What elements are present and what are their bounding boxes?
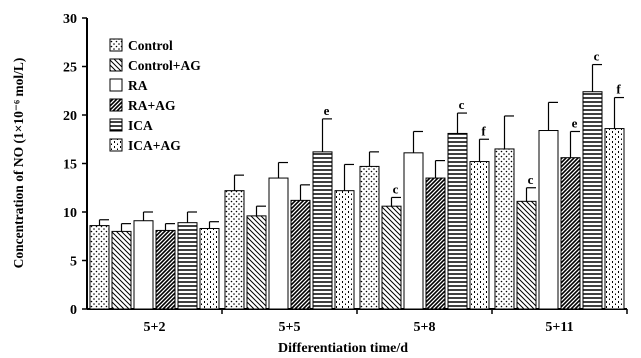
bar	[200, 228, 219, 309]
y-tick-label: 30	[63, 12, 77, 27]
bar	[335, 191, 354, 309]
significance-label: e	[324, 103, 330, 118]
bar	[313, 152, 332, 309]
bar	[291, 200, 310, 309]
bar	[448, 133, 467, 309]
bar	[134, 221, 153, 309]
y-tick-label: 0	[70, 303, 77, 318]
bar	[539, 131, 558, 309]
bar	[90, 226, 109, 309]
significance-label: c	[459, 97, 465, 112]
significance-label: e	[572, 115, 578, 130]
legend: Control Control+AG RA RA+AG ICA ICA+AG	[110, 38, 201, 153]
x-axis-title: Differentiation time/d	[278, 341, 408, 356]
bars: e c c f c e c f	[90, 49, 624, 309]
x-tick-label: 5+2	[144, 320, 166, 335]
y-axis-title: Concentration of NO (1×10⁻⁶ mol/L)	[11, 58, 26, 269]
bar	[156, 230, 175, 309]
y-tick-label: 5	[70, 255, 77, 270]
bar	[605, 129, 624, 309]
x-ticks: 5+2 5+5 5+8 5+11	[144, 309, 627, 335]
legend-label: Control+AG	[128, 58, 201, 73]
bar	[583, 92, 602, 309]
legend-label: ICA+AG	[128, 138, 181, 153]
x-tick-label: 5+5	[279, 320, 301, 335]
legend-label: ICA	[128, 118, 153, 133]
y-tick-label: 25	[63, 61, 77, 76]
bar	[495, 149, 514, 309]
bar	[561, 158, 580, 309]
significance-label: f	[616, 82, 621, 97]
bar	[178, 223, 197, 309]
legend-swatch	[110, 99, 122, 111]
x-tick-label: 5+8	[414, 320, 436, 335]
y-tick-label: 15	[63, 158, 77, 173]
significance-label: c	[528, 172, 534, 187]
bar	[112, 231, 131, 309]
bar	[517, 201, 536, 309]
x-tick-label: 5+11	[545, 320, 573, 335]
bar	[247, 216, 266, 309]
bar	[269, 178, 288, 309]
bar	[404, 153, 423, 309]
significance-label: c	[594, 49, 600, 64]
legend-swatch	[110, 119, 122, 131]
y-tick-label: 10	[63, 206, 77, 221]
significance-label: f	[481, 123, 486, 138]
y-tick-label: 20	[63, 109, 77, 124]
y-ticks: 0 5 10 15 20 25 30	[63, 12, 87, 318]
legend-swatch	[110, 139, 122, 151]
legend-swatch	[110, 79, 122, 91]
bar	[382, 206, 401, 309]
legend-label: RA+AG	[128, 98, 176, 113]
bar	[360, 166, 379, 309]
legend-swatch	[110, 59, 122, 71]
legend-swatch	[110, 39, 122, 51]
bar	[470, 162, 489, 309]
bar	[225, 191, 244, 309]
bar	[426, 178, 445, 309]
significance-label: c	[393, 181, 399, 196]
legend-label: Control	[128, 38, 173, 53]
legend-label: RA	[128, 78, 148, 93]
